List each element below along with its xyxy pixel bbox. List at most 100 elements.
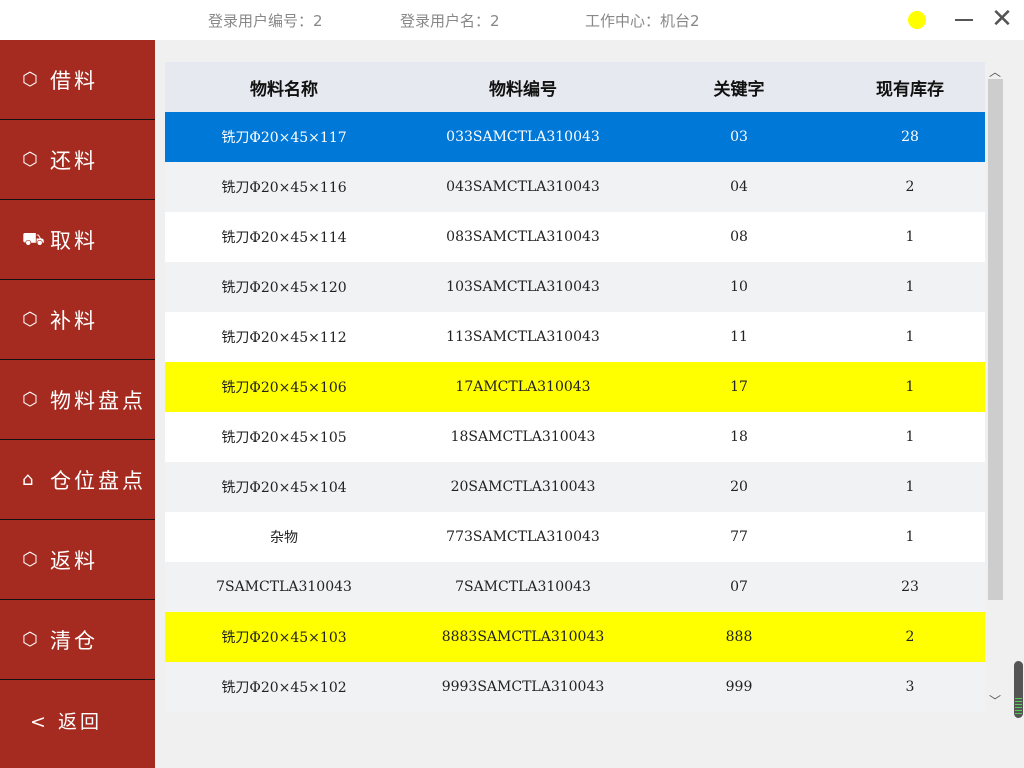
table-cell: 113SAMCTLA310043 bbox=[446, 329, 600, 345]
table-cell: 铣刀Φ20×45×114 bbox=[221, 230, 347, 246]
table-cell: 铣刀Φ20×45×102 bbox=[221, 680, 347, 696]
table-cell: 铣刀Φ20×45×104 bbox=[221, 480, 347, 496]
table-cell: 1 bbox=[905, 429, 915, 445]
user-name-label: 登录用户名：2 bbox=[400, 12, 500, 30]
sidebar-item-7[interactable]: ⬡ 清仓 bbox=[0, 600, 155, 680]
sidebar-item-6[interactable]: ⬡ 返料 bbox=[0, 520, 155, 600]
table-cell: 10 bbox=[730, 279, 748, 295]
table-cell: 888 bbox=[725, 629, 753, 645]
table-row[interactable]: 铣刀Φ20×45×106 17AMCTLA310043 17 1 bbox=[165, 362, 985, 412]
user-id-label: 登录用户编号：2 bbox=[208, 12, 323, 30]
sidebar-item-0[interactable]: ⬡ 借料 bbox=[0, 40, 155, 120]
sidebar-item-label: 物料盘点 bbox=[50, 388, 146, 413]
column-header-name[interactable]: 物料名称 bbox=[250, 79, 318, 100]
table-cell: 杂物 bbox=[270, 530, 298, 546]
table-cell: 1 bbox=[905, 229, 915, 245]
sidebar-item-4[interactable]: ⬡ 物料盘点 bbox=[0, 360, 155, 440]
warehouse-search-icon: ⌂ bbox=[22, 468, 34, 490]
table-cell: 03 bbox=[730, 129, 748, 145]
sidebar-item-5[interactable]: ⌂ 仓位盘点 bbox=[0, 440, 155, 520]
sidebar-item-label: 清仓 bbox=[50, 628, 98, 653]
table-cell: 9993SAMCTLA310043 bbox=[441, 679, 605, 695]
table-cell: 23 bbox=[901, 579, 919, 595]
sidebar-item-label: 还料 bbox=[50, 148, 98, 173]
table-row[interactable]: 铣刀Φ20×45×102 9993SAMCTLA310043 999 3 bbox=[165, 662, 985, 712]
scrollbar-thumb[interactable] bbox=[988, 79, 1003, 600]
material-table: 物料名称 物料编号 关键字 现有库存 铣刀Φ20×45×117 033SAMCTL… bbox=[165, 62, 985, 712]
table-cell: 1 bbox=[905, 529, 915, 545]
table-cell: 18 bbox=[730, 429, 748, 445]
table-cell: 033SAMCTLA310043 bbox=[446, 129, 600, 145]
scroll-up-icon[interactable]: ︿ bbox=[989, 65, 1002, 79]
table-row[interactable]: 7SAMCTLA310043 7SAMCTLA310043 07 23 bbox=[165, 562, 985, 612]
table-cell: 103SAMCTLA310043 bbox=[446, 279, 600, 295]
box-back-icon: ⬡ bbox=[22, 548, 38, 570]
table-cell: 04 bbox=[730, 179, 748, 195]
table-cell: 08 bbox=[730, 229, 748, 245]
table-cell: 铣刀Φ20×45×116 bbox=[221, 180, 347, 196]
box-out-icon: ⬡ bbox=[22, 68, 38, 90]
table-row[interactable]: 铣刀Φ20×45×112 113SAMCTLA310043 11 1 bbox=[165, 312, 985, 362]
table-cell: 3 bbox=[905, 679, 915, 695]
table-cell: 773SAMCTLA310043 bbox=[446, 529, 600, 545]
table-header: 物料名称 物料编号 关键字 现有库存 bbox=[165, 62, 985, 112]
table-row[interactable]: 铣刀Φ20×45×104 20SAMCTLA310043 20 1 bbox=[165, 462, 985, 512]
table-cell: 18SAMCTLA310043 bbox=[450, 429, 596, 445]
sidebar-item-label: 补料 bbox=[50, 308, 98, 333]
table-cell: 1 bbox=[905, 279, 915, 295]
table-cell: 7SAMCTLA310043 bbox=[216, 579, 352, 595]
table-cell: 20 bbox=[730, 479, 748, 495]
table-cell: 083SAMCTLA310043 bbox=[446, 229, 600, 245]
table-cell: 7SAMCTLA310043 bbox=[455, 579, 591, 595]
table-cell: 2 bbox=[905, 179, 915, 195]
box-return-icon: ⬡ bbox=[22, 148, 38, 170]
sidebar-item-label: 仓位盘点 bbox=[50, 468, 146, 493]
table-cell: 2 bbox=[905, 629, 915, 645]
table-cell: 11 bbox=[730, 329, 748, 345]
sidebar-item-3[interactable]: ⬡ 补料 bbox=[0, 280, 155, 360]
table-cell: 8883SAMCTLA310043 bbox=[441, 629, 605, 645]
column-header-keyword[interactable]: 关键字 bbox=[713, 79, 765, 100]
box-check-icon: ⬡ bbox=[22, 388, 38, 410]
table-cell: 999 bbox=[725, 679, 753, 695]
table-row[interactable]: 杂物 773SAMCTLA310043 77 1 bbox=[165, 512, 985, 562]
table-cell: 17 bbox=[730, 379, 748, 395]
table-cell: 1 bbox=[905, 329, 915, 345]
sidebar-item-label: 取料 bbox=[50, 228, 98, 253]
table-cell: 铣刀Φ20×45×117 bbox=[221, 130, 347, 146]
table-row[interactable]: 铣刀Φ20×45×105 18SAMCTLA310043 18 1 bbox=[165, 412, 985, 462]
box-plus-icon: ⬡ bbox=[22, 308, 38, 330]
table-cell: 铣刀Φ20×45×105 bbox=[221, 430, 347, 446]
table-cell: 07 bbox=[730, 579, 748, 595]
close-button[interactable]: ✕ bbox=[991, 4, 1013, 34]
column-header-code[interactable]: 物料编号 bbox=[489, 79, 557, 100]
table-cell: 铣刀Φ20×45×120 bbox=[221, 280, 347, 296]
sidebar-item-label: 借料 bbox=[50, 68, 98, 93]
box-clear-icon: ⬡ bbox=[22, 628, 38, 650]
table-cell: 77 bbox=[730, 529, 748, 545]
table-cell: 铣刀Φ20×45×112 bbox=[221, 330, 347, 346]
table-row[interactable]: 铣刀Φ20×45×114 083SAMCTLA310043 08 1 bbox=[165, 212, 985, 262]
scroll-position-indicator bbox=[1014, 661, 1023, 718]
table-cell: 28 bbox=[901, 129, 919, 145]
column-header-stock[interactable]: 现有库存 bbox=[876, 79, 944, 100]
work-center-label: 工作中心：机台2 bbox=[585, 12, 700, 30]
back-button[interactable]: < 返回 bbox=[30, 710, 102, 733]
sidebar-item-2[interactable]: ⛟ 取料 bbox=[0, 200, 155, 280]
sidebar-item-1[interactable]: ⬡ 还料 bbox=[0, 120, 155, 200]
table-row[interactable]: 铣刀Φ20×45×103 8883SAMCTLA310043 888 2 bbox=[165, 612, 985, 662]
table-cell: 043SAMCTLA310043 bbox=[446, 179, 600, 195]
sidebar: ⬡ 借料 ⬡ 还料 ⛟ 取料 ⬡ 补料 ⬡ 物料盘点 ⌂ 仓位盘点 ⬡ 返料 ⬡ 清仓 < 返回 bbox=[0, 40, 155, 768]
table-row[interactable]: 铣刀Φ20×45×117 033SAMCTLA310043 03 28 bbox=[165, 112, 985, 162]
table-row[interactable]: 铣刀Φ20×45×120 103SAMCTLA310043 10 1 bbox=[165, 262, 985, 312]
truck-icon: ⛟ bbox=[22, 228, 45, 250]
table-row[interactable]: 铣刀Φ20×45×116 043SAMCTLA310043 04 2 bbox=[165, 162, 985, 212]
minimize-button[interactable] bbox=[955, 19, 973, 21]
table-cell: 铣刀Φ20×45×106 bbox=[221, 380, 347, 396]
table-cell: 1 bbox=[905, 479, 915, 495]
scroll-down-icon[interactable]: ﹀ bbox=[989, 694, 1002, 708]
status-indicator-icon bbox=[908, 11, 926, 29]
sidebar-item-label: 返料 bbox=[50, 548, 98, 573]
table-cell: 1 bbox=[905, 379, 915, 395]
table-cell: 铣刀Φ20×45×103 bbox=[221, 630, 347, 646]
